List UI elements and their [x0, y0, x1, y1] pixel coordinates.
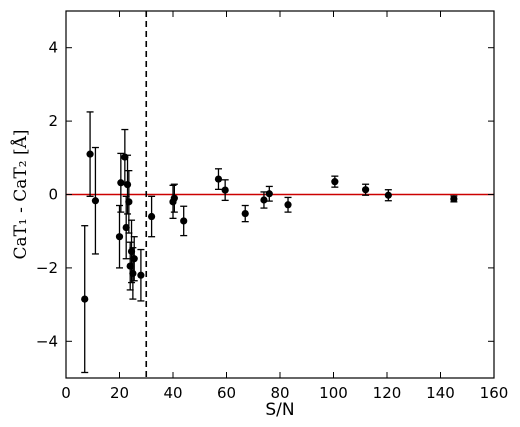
x-tick-label: 160	[480, 384, 509, 402]
data-point-group	[180, 205, 188, 237]
x-tick-label: 140	[426, 384, 455, 402]
data-point-group	[86, 111, 94, 197]
x-tick-label: 80	[270, 384, 289, 402]
data-point	[265, 190, 273, 198]
data-point	[214, 175, 223, 183]
data-point-group	[117, 152, 125, 213]
data-point-group	[115, 204, 124, 269]
x-tick-label: 120	[373, 384, 402, 402]
x-tick-label: 60	[217, 384, 236, 402]
data-point	[91, 197, 100, 205]
data-point	[241, 209, 249, 218]
data-point	[284, 201, 292, 209]
data-point-group	[148, 195, 156, 238]
data-point	[450, 195, 458, 203]
x-axis-label: S/N	[265, 400, 294, 420]
x-tick-label: 20	[110, 384, 129, 402]
data-point	[331, 178, 339, 186]
data-point	[137, 271, 145, 279]
data-point-group	[130, 236, 138, 282]
data-point-group	[265, 185, 273, 202]
x-tick-label: 0	[61, 384, 71, 402]
data-point	[221, 186, 229, 194]
data-point	[180, 217, 188, 225]
data-point	[123, 180, 132, 189]
data-point-group	[170, 183, 178, 213]
plot-content	[66, 11, 494, 378]
x-tick-label: 40	[163, 384, 182, 402]
data-point-group	[137, 248, 145, 302]
data-point	[170, 194, 178, 202]
data-point-group	[450, 195, 458, 203]
data-point-group	[169, 184, 177, 220]
data-point-group	[81, 225, 89, 374]
data-point-group	[91, 146, 100, 255]
y-tick-label: 2	[48, 112, 58, 130]
data-point	[122, 223, 130, 232]
data-point	[117, 179, 125, 187]
y-axis-label: CaT₁ - CaT₂ [Å]	[10, 129, 31, 259]
data-point-group	[214, 168, 223, 191]
data-point	[81, 295, 89, 303]
data-point-group	[125, 169, 133, 234]
y-tick-label: 4	[48, 39, 58, 57]
data-point	[129, 269, 137, 278]
data-point-group	[362, 183, 370, 196]
data-point	[130, 255, 138, 263]
data-point-group	[241, 204, 249, 223]
data-point	[362, 186, 370, 194]
axis-ticks: 0 20 40 60 80 100 120 140 160 −4 −2 0 2 4	[36, 11, 508, 402]
data-point-group	[331, 175, 339, 188]
data-point	[86, 150, 94, 158]
data-point-group	[221, 179, 229, 202]
data-point-group	[284, 196, 292, 213]
data-point-group	[122, 195, 130, 260]
y-tick-label: −4	[36, 332, 58, 350]
data-point-group	[384, 189, 392, 202]
data-point	[125, 198, 133, 206]
y-tick-label: −2	[36, 259, 58, 277]
data-point	[148, 212, 156, 221]
x-tick-label: 100	[319, 384, 348, 402]
data-point	[260, 196, 268, 204]
data-point	[115, 233, 124, 241]
y-tick-label: 0	[48, 186, 58, 204]
data-point	[384, 191, 392, 199]
